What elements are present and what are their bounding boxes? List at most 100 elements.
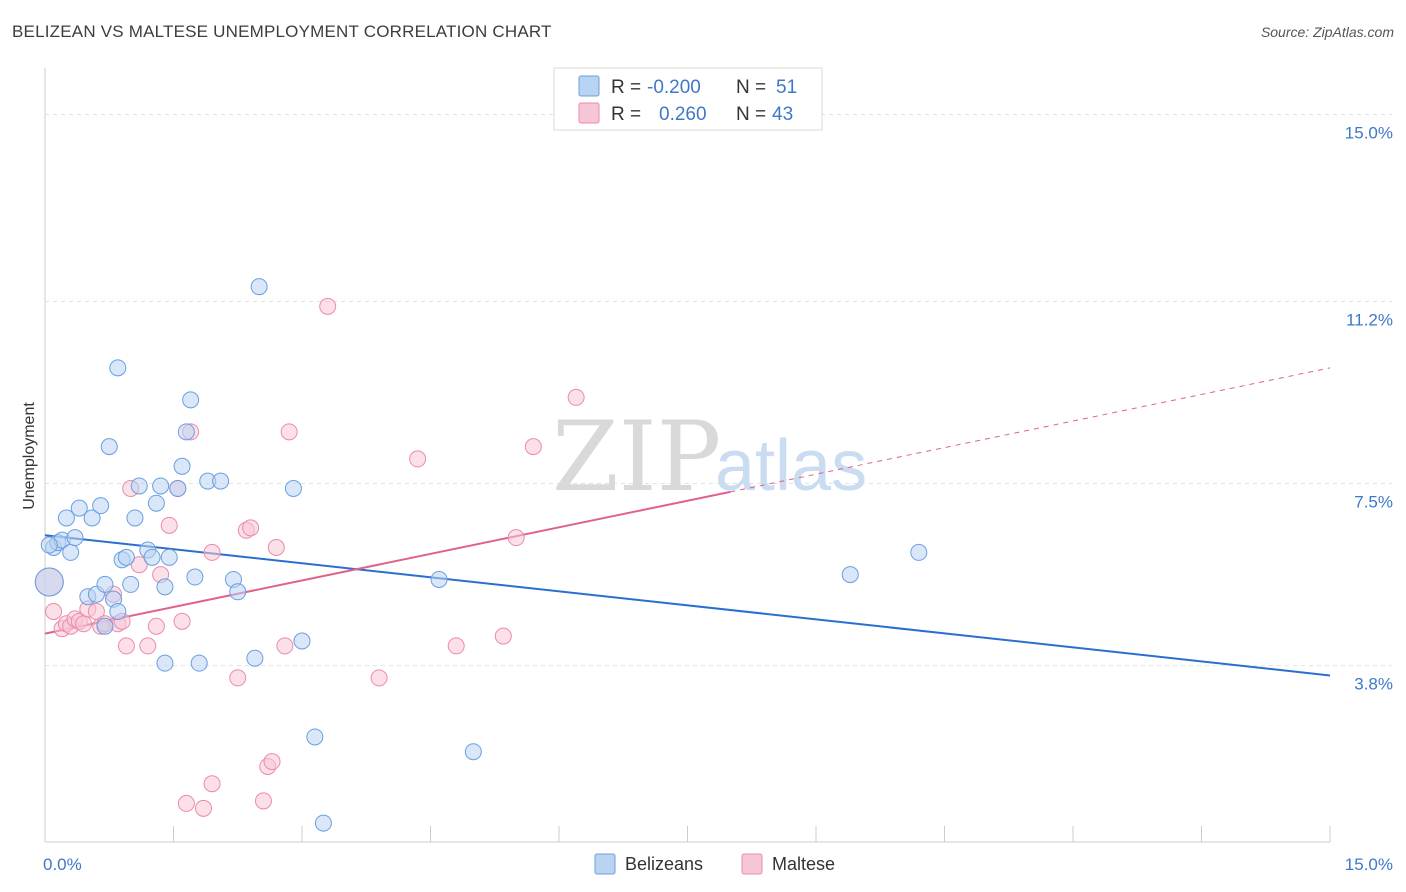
- x-tick-labels: 0.0% 15.0%: [43, 855, 1393, 874]
- legend-swatch-belizeans: [578, 75, 600, 97]
- point-maltese: [567, 388, 585, 406]
- point-belizeans: [100, 438, 118, 456]
- point-belizeans: [212, 472, 230, 490]
- point-belizeans: [70, 499, 88, 517]
- data-points: [34, 278, 928, 832]
- point-maltese: [276, 637, 294, 655]
- point-maltese: [229, 669, 247, 687]
- point-maltese: [203, 775, 221, 793]
- point-belizeans: [169, 479, 187, 497]
- point-belizeans: [109, 602, 127, 620]
- point-belizeans: [293, 632, 311, 650]
- point-belizeans: [314, 814, 332, 832]
- point-belizeans: [122, 575, 140, 593]
- bottom-legend-swatch-belizeans: [594, 853, 616, 875]
- point-maltese: [177, 794, 195, 812]
- legend-r-label-2: R =: [611, 104, 641, 125]
- point-belizeans: [109, 359, 127, 377]
- legend-n-label-2: N =: [736, 104, 766, 125]
- x-tick-label: 15.0%: [1345, 855, 1393, 874]
- point-maltese: [370, 669, 388, 687]
- chart-title: BELIZEAN VS MALTESE UNEMPLOYMENT CORRELA…: [12, 22, 552, 41]
- point-belizeans: [306, 728, 324, 746]
- watermark-zip: ZIP: [552, 401, 721, 513]
- legend-n-value-2: 43: [772, 104, 793, 125]
- top-legend: R = -0.200 N = 51 R = 0.260 N = 43: [553, 67, 823, 131]
- point-maltese: [494, 627, 512, 645]
- bottom-legend-swatch-maltese: [741, 853, 763, 875]
- point-belizeans: [96, 575, 114, 593]
- point-maltese: [263, 753, 281, 771]
- trend-line-maltese: [44, 490, 731, 635]
- legend-r-label-1: R =: [611, 77, 641, 98]
- y-tick-label: 7.5%: [1354, 493, 1393, 512]
- point-belizeans: [250, 278, 268, 296]
- point-belizeans: [147, 494, 165, 512]
- legend-n-label-1: N =: [736, 77, 766, 98]
- point-belizeans: [66, 529, 84, 547]
- bottom-legend: Belizeans Maltese: [594, 853, 835, 875]
- point-maltese: [242, 519, 260, 537]
- point-belizeans: [92, 497, 110, 515]
- point-maltese: [267, 539, 285, 556]
- trend-line-maltese-extension: [730, 367, 1331, 493]
- legend-r-value-2: 0.260: [659, 104, 707, 125]
- bottom-legend-belizeans: Belizeans: [625, 854, 703, 874]
- point-belizeans: [910, 543, 928, 561]
- point-belizeans: [156, 654, 174, 672]
- y-tick-label: 15.0%: [1345, 123, 1393, 142]
- x-tick-label: 0.0%: [43, 855, 82, 874]
- point-maltese: [117, 637, 135, 655]
- point-maltese: [160, 516, 178, 534]
- trend-lines: [44, 367, 1331, 677]
- axes: [44, 68, 1331, 843]
- point-belizeans: [156, 578, 174, 596]
- point-belizeans: [186, 568, 204, 586]
- point-maltese: [319, 297, 337, 315]
- point-belizeans: [464, 743, 482, 761]
- point-belizeans: [177, 423, 195, 441]
- point-belizeans: [173, 457, 191, 475]
- bottom-legend-maltese: Maltese: [772, 854, 835, 874]
- gridlines: [45, 113, 1392, 667]
- point-belizeans: [246, 649, 264, 667]
- point-maltese: [254, 792, 272, 810]
- y-axis-label: Unemployment: [21, 402, 38, 510]
- watermark: ZIP atlas: [552, 401, 867, 513]
- point-belizeans: [40, 536, 58, 554]
- point-maltese: [75, 615, 93, 633]
- point-maltese: [280, 423, 298, 441]
- point-belizeans: [57, 509, 75, 527]
- point-belizeans: [143, 548, 161, 566]
- point-maltese: [130, 556, 148, 574]
- point-belizeans: [34, 567, 64, 597]
- point-belizeans: [126, 509, 144, 527]
- point-maltese: [45, 602, 63, 620]
- point-maltese: [139, 637, 157, 655]
- point-belizeans: [62, 543, 80, 561]
- point-belizeans: [152, 477, 170, 495]
- point-maltese: [203, 543, 221, 561]
- point-maltese: [173, 612, 191, 630]
- point-belizeans: [182, 391, 200, 409]
- trend-line-belizeans: [44, 534, 1331, 677]
- point-maltese: [147, 617, 165, 635]
- point-belizeans: [229, 583, 247, 601]
- point-belizeans: [96, 617, 114, 635]
- chart-source: Source: ZipAtlas.com: [1260, 24, 1394, 40]
- legend-n-value-1: 51: [776, 77, 797, 98]
- point-belizeans: [190, 654, 208, 672]
- point-belizeans: [841, 566, 859, 584]
- point-belizeans: [83, 509, 101, 527]
- legend-swatch-maltese: [578, 102, 600, 124]
- point-maltese: [507, 529, 525, 547]
- point-belizeans: [284, 479, 302, 497]
- point-maltese: [194, 799, 212, 817]
- point-belizeans: [430, 570, 448, 588]
- point-belizeans: [117, 548, 135, 566]
- point-belizeans: [130, 477, 148, 495]
- point-maltese: [524, 438, 542, 456]
- point-maltese: [447, 637, 465, 655]
- point-maltese: [409, 450, 427, 468]
